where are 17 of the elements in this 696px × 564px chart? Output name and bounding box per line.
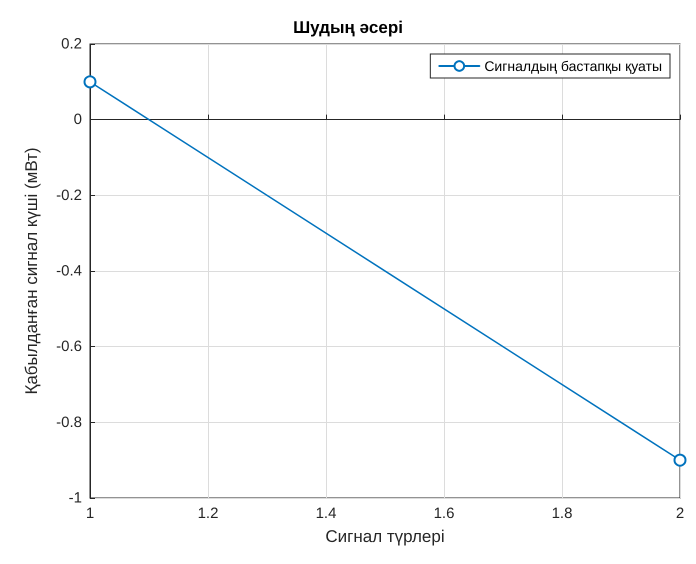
legend-label: Сигналдың бастапқы қуаты	[484, 58, 662, 74]
y-tick-label: 0	[74, 111, 82, 128]
x-tick-label: 1.8	[552, 505, 572, 522]
y-tick-label: -0.4	[56, 262, 82, 280]
y-tick-label: -0.8	[56, 414, 82, 431]
x-tick-label: 1	[86, 505, 94, 522]
x-tick-label: 2	[676, 505, 684, 522]
chart-title: Шудың әсері	[293, 18, 403, 37]
x-tick-label: 1.4	[316, 505, 336, 522]
x-axis-title: Сигнал түрлері	[325, 527, 445, 546]
y-axis-title: Қабылданған сигнал күші (мВт)	[22, 147, 41, 395]
y-tick-label: -0.6	[56, 338, 82, 356]
y-tick-label: 0.2	[61, 36, 82, 52]
x-tick-label: 1.2	[198, 505, 218, 522]
y-tick-label: -0.2	[56, 186, 82, 204]
y-tick-label: -1	[68, 490, 82, 506]
x-tick-label: 1.6	[434, 505, 454, 522]
